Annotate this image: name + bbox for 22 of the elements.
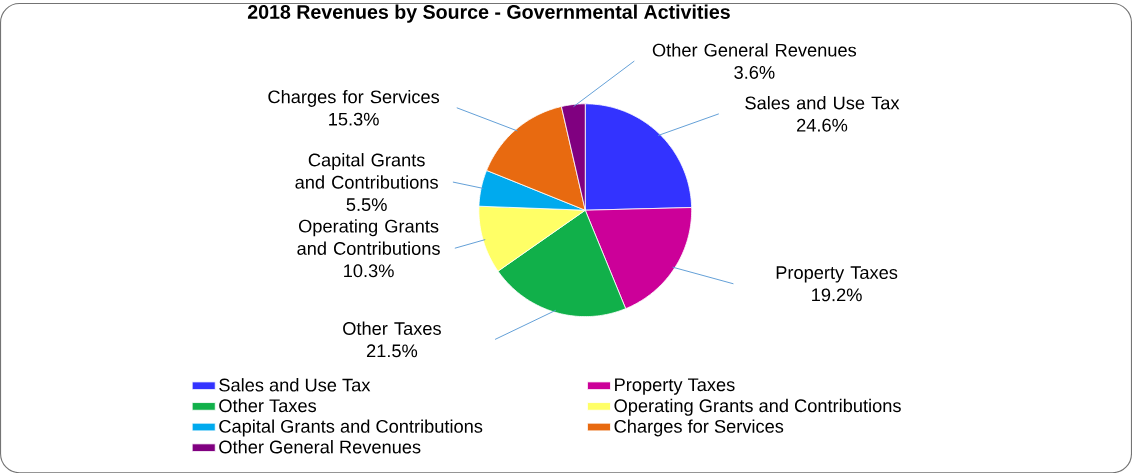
legend-label: Capital Grants and Contributions xyxy=(219,419,483,437)
slice-label: Capital Grants and Contributions xyxy=(295,152,438,189)
legend-label: Operating Grants and Contributions xyxy=(614,398,901,416)
data-label: 24.6% xyxy=(797,118,848,132)
data-label: 19.2% xyxy=(812,288,862,302)
slice-label: Other Taxes xyxy=(343,321,441,335)
legend-label: Sales and Use Tax xyxy=(219,378,371,392)
legend-label: Charges for Services xyxy=(614,419,784,437)
legend-label: Property Taxes xyxy=(615,378,735,395)
data-label: 5.5% xyxy=(346,198,387,211)
slice-label: Sales and Use Tax xyxy=(745,95,900,110)
chart-title: 2018 Revenues by Source - Governmental Activities xyxy=(247,4,730,23)
legend-label: Other Taxes xyxy=(219,398,317,413)
data-label: 10.3% xyxy=(344,264,394,278)
data-label: 21.5% xyxy=(366,344,418,358)
slice-label: Charges for Services xyxy=(268,89,440,107)
slice-label: Property Taxes xyxy=(776,266,898,283)
slice-label: Operating Grants and Contributions xyxy=(297,219,440,255)
slice-label: Other General Revenues xyxy=(652,43,857,57)
legend-label: Other General Revenues xyxy=(219,439,421,454)
data-label: 15.3% xyxy=(329,112,379,126)
data-label: 3.6% xyxy=(734,65,775,79)
